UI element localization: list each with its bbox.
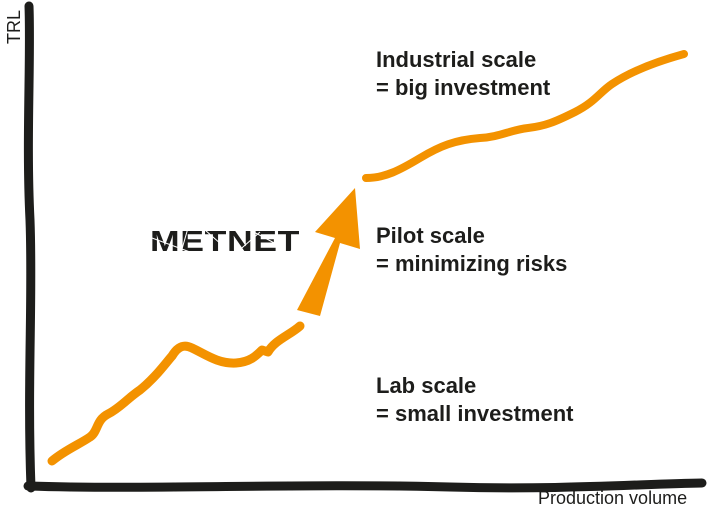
industrial-scale-label: Industrial scale = big investment xyxy=(376,46,550,102)
pilot-scale-label: Pilot scale = minimizing risks xyxy=(376,222,567,278)
y-axis xyxy=(23,1,36,493)
pilot-scale-title: Pilot scale xyxy=(376,223,485,248)
pilot-scale-subtitle: = minimizing risks xyxy=(376,251,568,276)
lab-scale-subtitle: = small investment xyxy=(376,401,574,426)
lab-scale-label: Lab scale = small investment xyxy=(376,372,573,428)
metnet-logo-text: METNET xyxy=(150,226,300,256)
progress-arrow xyxy=(297,188,360,316)
lab-scale-curve xyxy=(47,321,305,466)
metnet-logo: METNET xyxy=(150,226,301,256)
y-axis-tip xyxy=(27,3,32,41)
industrial-scale-title: Industrial scale xyxy=(376,47,537,72)
y-axis-label: TRL xyxy=(4,9,24,44)
industrial-scale-subtitle: = big investment xyxy=(376,75,551,100)
x-axis-label: Production volume xyxy=(538,488,688,508)
lab-scale-title: Lab scale xyxy=(376,373,477,398)
x-axis xyxy=(23,478,707,493)
industrial-scale-curve xyxy=(362,50,688,182)
